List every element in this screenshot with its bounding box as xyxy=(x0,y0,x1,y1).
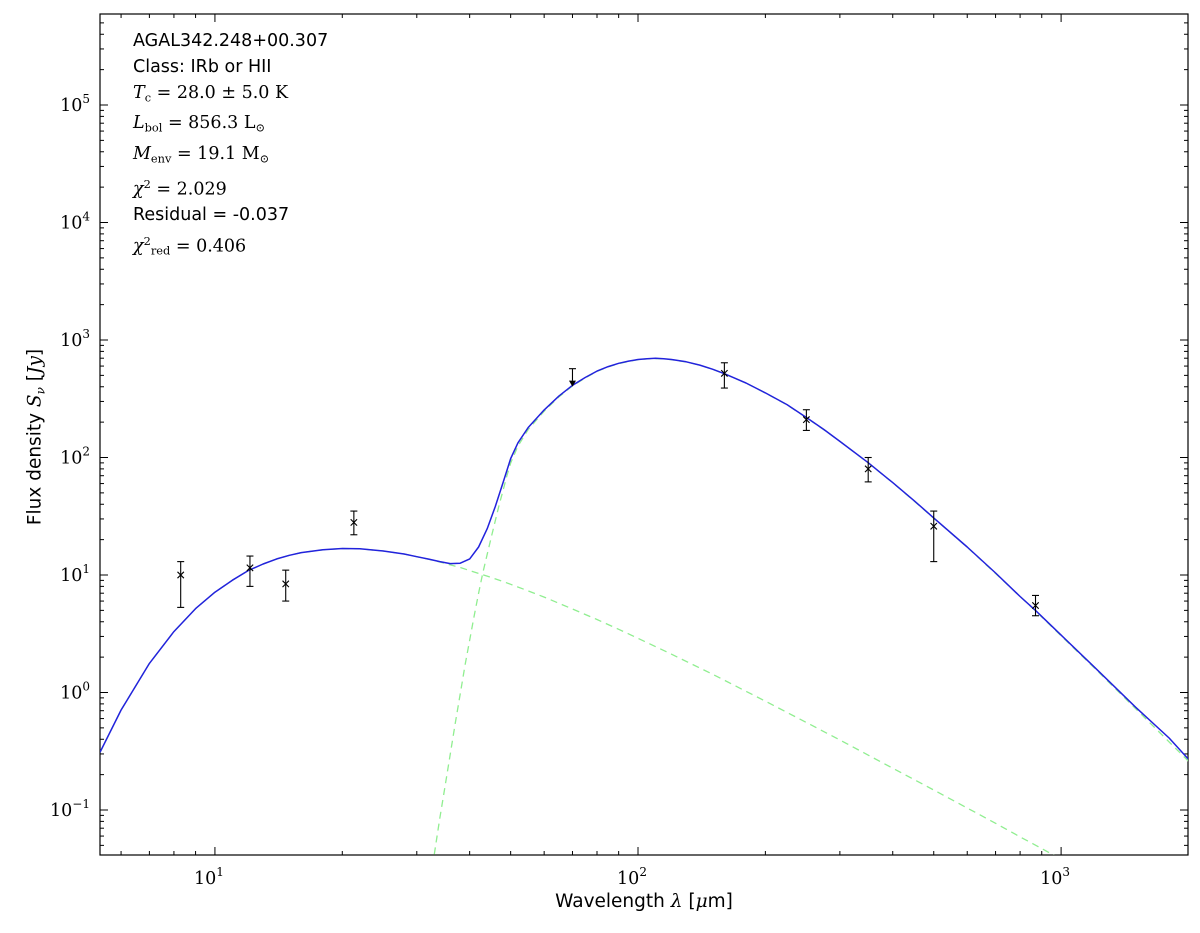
y-tick-label: 104 xyxy=(60,210,90,234)
data-point xyxy=(246,555,254,587)
y-tick-label: 100 xyxy=(60,679,90,703)
curve-total-model-fit xyxy=(100,357,1188,760)
annotation-envelope-mass: Menv = 19.1 M⊙ xyxy=(133,143,270,166)
annotation-dust-temperature: Tc = 28.0 ± 5.0 K xyxy=(133,83,289,105)
axis-ticks xyxy=(100,14,1188,855)
annotation-bolometric-luminosity: Lbol = 856.3 L⊙ xyxy=(133,113,265,135)
y-tick-label: 101 xyxy=(60,562,90,586)
data-point xyxy=(282,569,290,602)
annotation-chi-squared-reduced: χ2red = 0.406 xyxy=(133,234,247,259)
model-curves xyxy=(100,357,1188,855)
data-points xyxy=(177,362,1040,617)
data-point xyxy=(802,409,810,431)
fit-parameters-annotation: AGAL342.248+00.307 Class: IRb or HII Tc = … xyxy=(133,28,328,264)
upper-limit-marker xyxy=(568,368,576,387)
y-tick-label: 103 xyxy=(60,327,90,351)
data-point xyxy=(1031,594,1040,617)
data-point xyxy=(177,561,185,608)
annotation-source-name: AGAL342.248+00.307 xyxy=(133,31,329,51)
x-tick-label: 103 xyxy=(1040,865,1070,889)
annotation-residual: Residual = -0.037 xyxy=(133,205,290,226)
y-tick-label: 105 xyxy=(60,92,90,116)
curve-cold-dust-greybody xyxy=(433,357,1188,855)
x-tick-label: 101 xyxy=(194,865,224,889)
y-tick-label: 102 xyxy=(60,445,90,469)
annotation-source-class: Class: IRb or HII xyxy=(133,57,272,77)
y-axis-label: Flux density Sν [Jy] xyxy=(24,348,48,526)
plot-frame xyxy=(99,13,1189,856)
y-tick-label: 10−1 xyxy=(50,797,90,821)
data-point xyxy=(930,510,938,563)
x-axis-label: Wavelength λ [μm] xyxy=(555,891,733,912)
data-point xyxy=(864,456,872,483)
curve-warm-dust-component xyxy=(100,547,1055,855)
tick-labels: 101 102 103 10−1 100 101 102 103 104 105 xyxy=(50,92,1070,889)
x-tick-label: 102 xyxy=(617,865,647,889)
data-point xyxy=(350,510,358,536)
data-point xyxy=(720,362,728,389)
annotation-chi-squared: χ2 = 2.029 xyxy=(133,177,227,200)
